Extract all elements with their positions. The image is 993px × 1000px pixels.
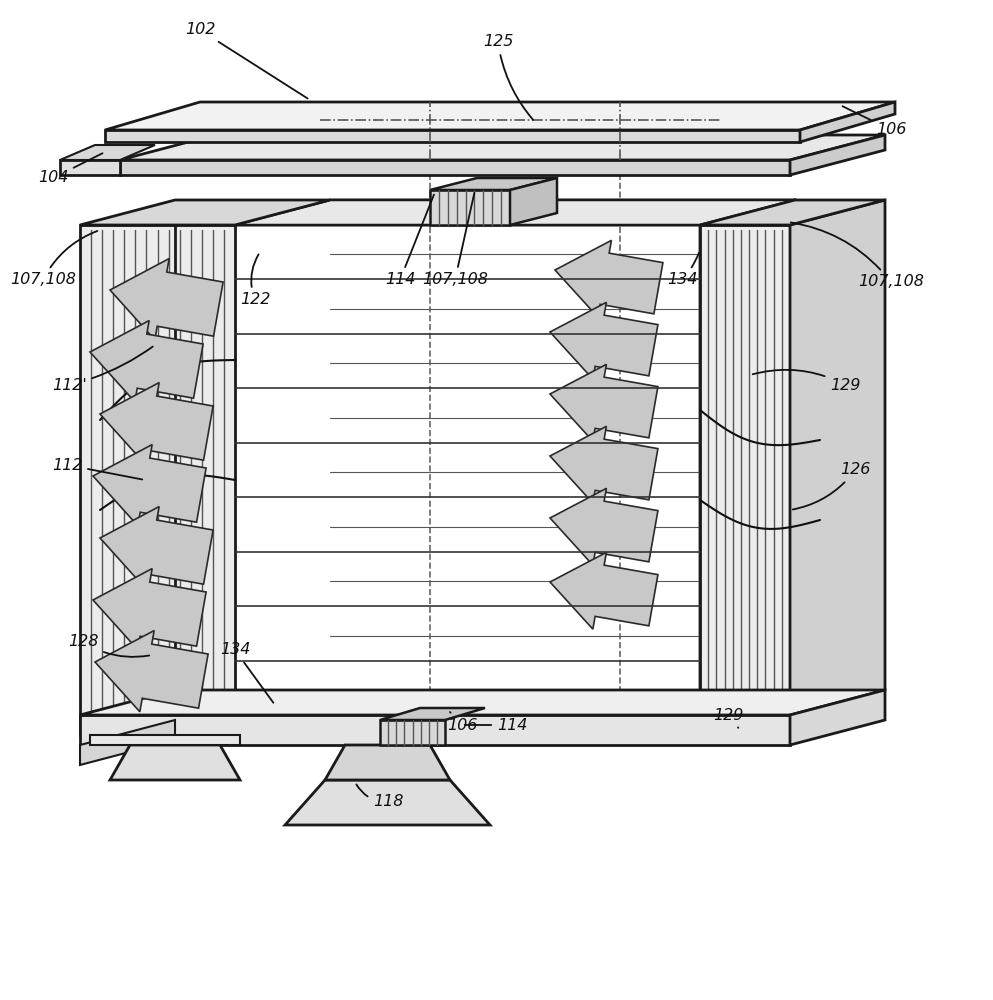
Polygon shape (80, 690, 885, 715)
Text: 134: 134 (667, 253, 699, 288)
Polygon shape (80, 715, 790, 745)
Text: 125: 125 (483, 34, 533, 120)
Text: 112': 112' (52, 347, 153, 392)
Text: 106: 106 (842, 106, 907, 137)
Polygon shape (700, 200, 795, 715)
Text: 128: 128 (68, 635, 149, 657)
Polygon shape (120, 160, 790, 175)
Text: 112: 112 (52, 458, 142, 479)
Polygon shape (93, 445, 207, 526)
Polygon shape (100, 383, 213, 464)
Text: 118: 118 (356, 784, 403, 810)
Text: 114: 114 (465, 718, 527, 732)
Polygon shape (80, 200, 330, 225)
Polygon shape (550, 552, 658, 629)
Polygon shape (285, 780, 490, 825)
Polygon shape (60, 145, 155, 160)
Text: 114: 114 (385, 195, 434, 288)
Polygon shape (105, 102, 895, 130)
Polygon shape (90, 735, 240, 745)
Polygon shape (60, 160, 120, 175)
Text: 107,108: 107,108 (790, 222, 923, 290)
Polygon shape (790, 690, 885, 745)
Text: 104: 104 (38, 153, 102, 186)
Polygon shape (550, 364, 658, 441)
Polygon shape (380, 708, 485, 720)
Polygon shape (790, 135, 885, 175)
Text: 129: 129 (713, 708, 743, 728)
Polygon shape (105, 130, 800, 142)
Text: 106: 106 (447, 712, 478, 732)
Polygon shape (700, 225, 790, 715)
Polygon shape (550, 426, 658, 503)
Polygon shape (100, 507, 213, 588)
Text: 129: 129 (753, 370, 860, 392)
Polygon shape (510, 178, 557, 225)
Polygon shape (700, 200, 885, 225)
Polygon shape (380, 720, 445, 745)
Polygon shape (430, 178, 557, 190)
Polygon shape (555, 240, 663, 317)
Text: 134: 134 (219, 643, 273, 703)
Text: 102: 102 (185, 22, 308, 99)
Polygon shape (110, 259, 223, 340)
Text: 107,108: 107,108 (10, 231, 97, 288)
Polygon shape (235, 200, 795, 225)
Polygon shape (790, 200, 885, 715)
Polygon shape (93, 569, 207, 650)
Polygon shape (430, 190, 510, 225)
Polygon shape (800, 102, 895, 142)
Polygon shape (120, 135, 885, 160)
Polygon shape (235, 200, 795, 225)
Text: 122: 122 (240, 254, 270, 308)
Polygon shape (90, 321, 204, 402)
Polygon shape (80, 225, 235, 735)
Text: 107,108: 107,108 (422, 193, 488, 288)
Text: 126: 126 (792, 462, 871, 509)
Polygon shape (95, 631, 209, 712)
Polygon shape (550, 302, 658, 379)
Polygon shape (110, 745, 240, 780)
Polygon shape (550, 488, 658, 565)
Polygon shape (80, 720, 175, 765)
Polygon shape (325, 745, 450, 780)
